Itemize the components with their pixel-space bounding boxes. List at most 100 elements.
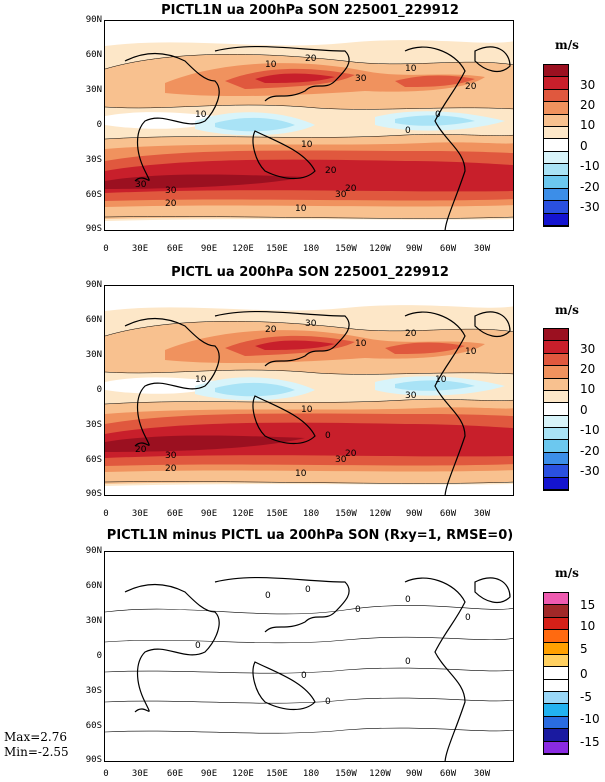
colorbar-swatch — [544, 126, 568, 140]
lon-label: 120W — [369, 244, 391, 254]
contour-label: 20 — [305, 54, 317, 64]
lon-label: 180 — [302, 509, 320, 519]
colorbar-label: 15 — [580, 598, 596, 612]
max-stat: Max=2.76 — [4, 730, 67, 744]
lon-label: 150W — [335, 244, 357, 254]
lon-label: 30W — [473, 244, 491, 254]
min-stat: Min=-2.55 — [4, 745, 69, 759]
contour-label: 10 — [355, 339, 367, 349]
colorbar-swatch — [544, 390, 568, 404]
contour-label: 10 — [301, 405, 313, 415]
lon-label: 150W — [335, 509, 357, 519]
panel-1-title: PICTL1N ua 200hPa SON 225001_229912 — [161, 3, 459, 18]
lat-label: 60N — [85, 50, 102, 60]
colorbar-swatch — [544, 741, 568, 754]
contour-label: 0 — [301, 671, 307, 681]
lon-label: 60E — [166, 509, 184, 519]
contour-label: 30 — [305, 319, 317, 329]
colorbar-swatch — [544, 415, 568, 428]
colorbar-swatch — [544, 65, 568, 78]
colorbar-swatch — [544, 403, 568, 416]
contour-label: 30 — [165, 186, 177, 196]
contour-label: 30 — [165, 451, 177, 461]
colorbar-swatch — [544, 667, 568, 680]
colorbar-label: 10 — [580, 118, 596, 132]
contour-label: 20 — [165, 464, 177, 474]
colorbar-label: 30 — [580, 342, 596, 356]
colorbar-label: -15 — [580, 735, 600, 749]
contour-label: 0 — [355, 605, 361, 615]
lat-label: 90S — [85, 755, 102, 765]
lon-label: 90E — [200, 244, 218, 254]
lon-label: 120E — [232, 769, 254, 779]
lat-label: 30S — [85, 420, 102, 430]
lat-label: 30N — [85, 85, 102, 95]
panel-1-unit: m/s — [555, 38, 579, 52]
colorbar-swatch — [544, 642, 568, 655]
colorbar-label: 0 — [580, 667, 588, 681]
contour-label: 10 — [465, 347, 477, 357]
contour-label: 0 — [465, 613, 471, 623]
lat-label: 90S — [85, 489, 102, 499]
lon-label: 180 — [302, 769, 320, 779]
contour-label: 0 — [405, 126, 411, 136]
contour-label: 20 — [345, 184, 357, 194]
lat-label: 0 — [96, 651, 102, 661]
colorbar-swatch — [544, 89, 568, 103]
lat-label: 90N — [85, 546, 102, 556]
lat-label: 60S — [85, 455, 102, 465]
lon-label: 30W — [473, 769, 491, 779]
colorbar-swatch — [544, 139, 568, 152]
contour-label: 30 — [335, 190, 347, 200]
contour-label: 20 — [265, 325, 277, 335]
panel-1-map: 10 20 30 10 20 10 0 10 20 30 30 30 20 20 10 0 — [104, 20, 514, 231]
lon-label: 120E — [232, 244, 254, 254]
colorbar-swatch — [544, 201, 568, 214]
colorbar-swatch — [544, 114, 568, 127]
colorbar-label: -20 — [580, 180, 600, 194]
colorbar-label: 10 — [580, 382, 596, 396]
panel-3-field: 0 0 0 0 0 0 0 0 0 — [105, 552, 513, 761]
colorbar-label: 0 — [580, 139, 588, 153]
colorbar-swatch — [544, 605, 568, 618]
colorbar-swatch — [544, 679, 568, 692]
lon-label: 150W — [335, 769, 357, 779]
colorbar-swatch — [544, 440, 568, 453]
contour-label: 0 — [195, 641, 201, 651]
lat-label: 30N — [85, 616, 102, 626]
colorbar-swatch — [544, 692, 568, 705]
lon-label: 90E — [200, 509, 218, 519]
lon-label: 0 — [103, 244, 109, 254]
colorbar-swatch — [544, 176, 568, 189]
lon-label: 150E — [266, 244, 288, 254]
lat-label: 90S — [85, 224, 102, 234]
colorbar-swatch — [544, 188, 568, 202]
contour-label: 0 — [435, 110, 441, 120]
colorbar-swatch — [544, 729, 568, 742]
contour-label: 20 — [325, 166, 337, 176]
contour-label: 0 — [325, 431, 331, 441]
panel-2-title: PICTL ua 200hPa SON 225001_229912 — [171, 265, 449, 280]
lon-label: 30E — [131, 509, 149, 519]
colorbar-swatch — [544, 452, 568, 466]
contour-label: 10 — [295, 469, 307, 479]
colorbar-label: 5 — [580, 642, 588, 656]
colorbar-label: -20 — [580, 444, 600, 458]
colorbar-label: -30 — [580, 464, 600, 478]
lon-label: 150E — [266, 769, 288, 779]
lat-label: 90N — [85, 280, 102, 290]
contour-label: 10 — [301, 140, 313, 150]
lon-label: 90W — [405, 769, 423, 779]
colorbar-swatch — [544, 593, 568, 606]
lon-label: 120W — [369, 769, 391, 779]
colorbar-label: -30 — [580, 200, 600, 214]
lat-label: 60N — [85, 581, 102, 591]
colorbar-swatch — [544, 151, 568, 164]
contour-label: 30 — [335, 455, 347, 465]
lon-label: 90E — [200, 769, 218, 779]
panel-3-map: 0 0 0 0 0 0 0 0 0 — [104, 551, 514, 762]
colorbar-swatch — [544, 465, 568, 478]
panel-1-colorbar — [543, 64, 569, 227]
